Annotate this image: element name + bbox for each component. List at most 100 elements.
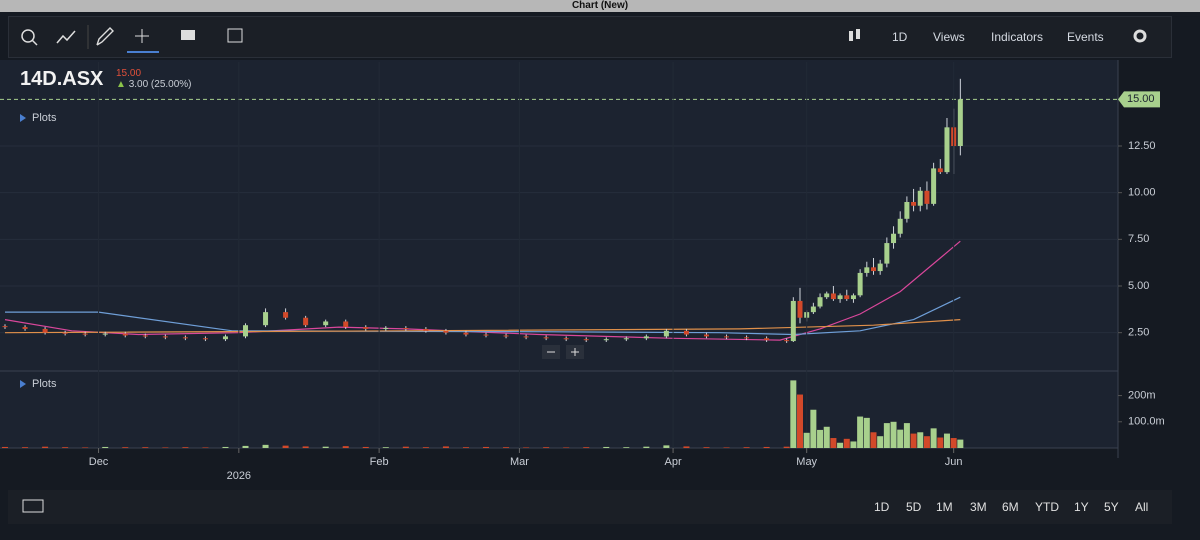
keyboard-icon[interactable] (22, 498, 46, 514)
volume-bar (623, 447, 630, 448)
volume-bar (883, 423, 890, 448)
volume-bar (302, 446, 309, 448)
menu-button[interactable]: Views (933, 30, 965, 44)
volume-bar (910, 433, 917, 448)
candle-body (931, 168, 937, 204)
volume-bar (422, 447, 429, 448)
volume-bar (743, 447, 750, 448)
up-arrow: ▲ (116, 79, 126, 90)
plots-label[interactable]: Plots (32, 112, 57, 124)
volume-bar (402, 446, 409, 448)
volume-bar (162, 447, 169, 448)
candle-icon[interactable] (845, 17, 865, 57)
volume-bar (262, 444, 269, 448)
x-tick-label: Jun (945, 456, 963, 468)
note-icon[interactable] (181, 30, 195, 40)
range-button[interactable]: 3M (970, 500, 987, 514)
range-button[interactable]: 5D (906, 500, 922, 514)
range-button[interactable]: All (1135, 500, 1149, 514)
candle-body (102, 333, 108, 335)
volume-bar (122, 447, 129, 448)
volume-bar (957, 439, 964, 448)
candle-body (897, 218, 903, 234)
x-tick-label: Dec (89, 456, 109, 468)
last-price-label: 15.00 (1127, 93, 1155, 105)
volume-bar (877, 436, 884, 448)
range-button[interactable]: YTD (1035, 500, 1059, 514)
symbol-name: 14D.ASX (20, 68, 104, 90)
candle-body (62, 332, 68, 334)
search-icon[interactable] (21, 29, 35, 43)
volume-bar (483, 446, 490, 448)
candle-body (850, 295, 856, 300)
x-tick-label: Feb (370, 456, 389, 468)
candle-body (503, 335, 509, 337)
interval-button[interactable]: 1D (892, 30, 908, 44)
volume-bar (583, 447, 590, 448)
volume-bar (763, 446, 770, 448)
y-tick-label: 10.00 (1128, 187, 1156, 199)
volume-bar (850, 441, 857, 448)
symbol-header: 14D.ASX 15.00 ▲ 3.00 (25.00%) (20, 68, 192, 91)
y-tick-label: 7.50 (1128, 233, 1149, 245)
candle-body (303, 317, 309, 326)
candle-body (864, 267, 870, 273)
volume-bar (843, 438, 850, 448)
candle-body (122, 333, 128, 336)
x-tick-label: May (796, 456, 817, 468)
candle-body (222, 336, 228, 340)
candle-body (383, 328, 389, 329)
range-button[interactable]: 1Y (1074, 500, 1089, 514)
volume-bar (937, 437, 944, 448)
bottom-bar: 1D 5D 1M 3M 6M YTD 1Y 5Y All (8, 490, 1172, 524)
plot-bg (0, 60, 1118, 448)
search-icon (31, 39, 38, 46)
range-button[interactable]: 1D (874, 500, 890, 514)
moving-average (4, 319, 961, 334)
candle-body (22, 327, 28, 329)
volume-bar (783, 446, 790, 448)
candle-body (877, 263, 883, 272)
plots-arrow[interactable] (20, 114, 26, 122)
volume-bar (903, 423, 910, 448)
candle-body (142, 335, 148, 337)
range-button[interactable]: 1M (936, 500, 953, 514)
candle-body (937, 168, 943, 173)
candle-body (857, 272, 863, 296)
menu-button[interactable]: Indicators (991, 30, 1044, 44)
keyboard-glyph (22, 499, 44, 513)
candle-body (784, 340, 790, 342)
candle-body (724, 336, 730, 338)
plots-label[interactable]: Plots (32, 378, 57, 390)
candle-body (904, 202, 910, 219)
window-title: Chart (New) (0, 0, 1200, 12)
candle-body (623, 338, 629, 340)
volume-bar (890, 421, 897, 448)
candle-body (944, 127, 950, 173)
indicator-icon[interactable] (56, 30, 76, 44)
plots-arrow[interactable] (20, 380, 26, 388)
range-button[interactable]: 6M (1002, 500, 1019, 514)
draw-icon[interactable] (96, 27, 114, 46)
range-button[interactable]: 5Y (1104, 500, 1119, 514)
menu-button[interactable]: Events (1067, 30, 1104, 44)
settings-icon[interactable] (1131, 17, 1151, 57)
volume-bar (282, 445, 289, 448)
candle-body (917, 190, 923, 206)
candle-body (162, 336, 168, 338)
candle-body (202, 338, 208, 340)
volume-bar (643, 446, 650, 448)
candle-body (884, 243, 890, 264)
candle-glyph (849, 31, 853, 41)
gear-glyph (1133, 29, 1147, 43)
candle-body (643, 336, 649, 339)
volume-bar (563, 447, 570, 448)
volume-bar (923, 436, 930, 448)
table-icon[interactable] (227, 28, 243, 43)
candle-body (323, 321, 329, 326)
volume-bar (950, 438, 957, 448)
volume-bar (222, 446, 229, 448)
volume-bar (810, 409, 817, 448)
volume-bar (917, 432, 924, 448)
candle-body (683, 330, 689, 335)
